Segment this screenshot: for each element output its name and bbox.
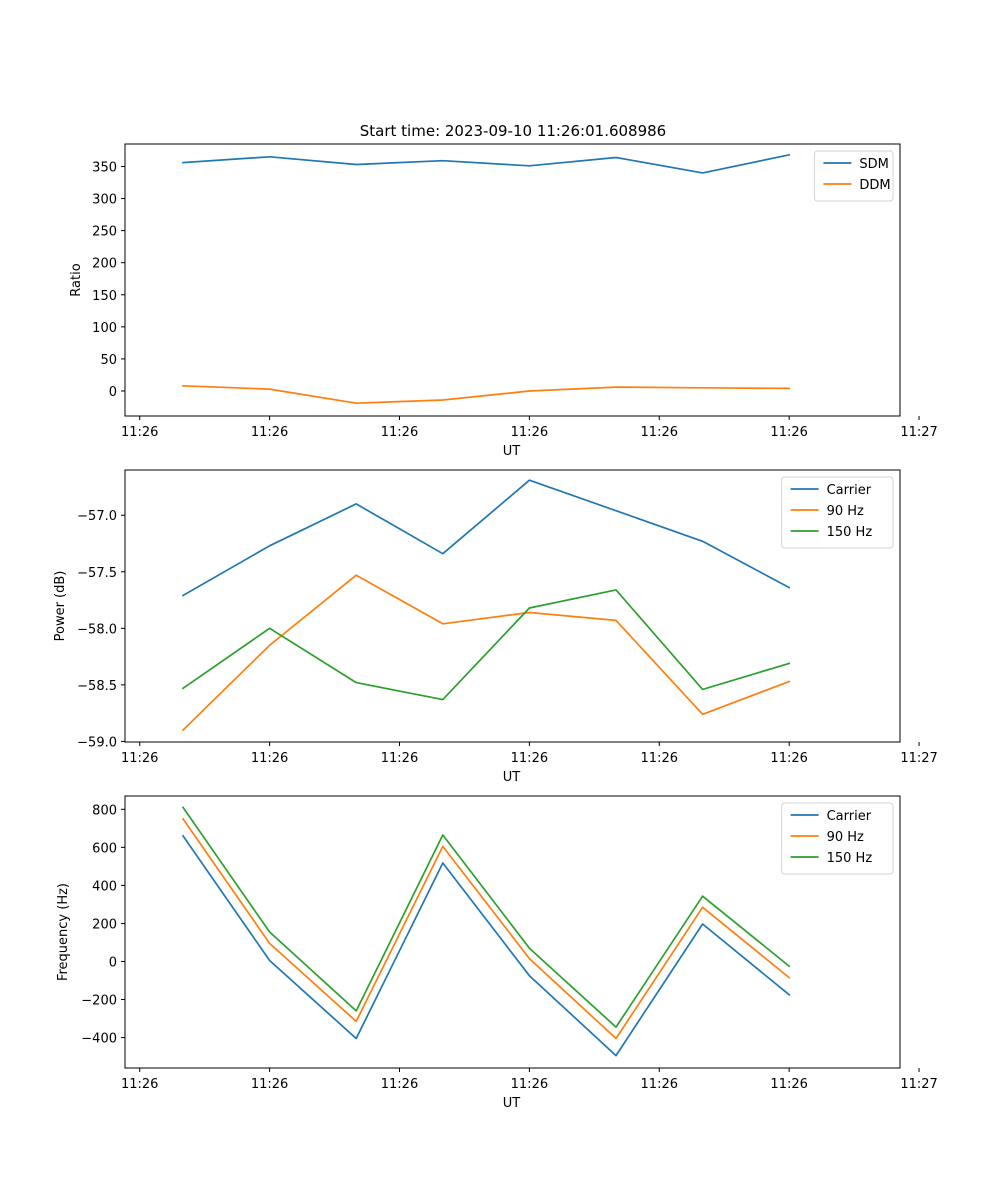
- legend: Carrier 90 Hz 150 Hz: [781, 802, 894, 875]
- ratio-panel: 11:26 11:26 11:26 11:26 11:26 11:26 11:27 0 50 10…: [69, 143, 938, 459]
- power-panel: 11:26 11:26 11:26 11:26 11:26 11:26 11:27 −59.0…: [53, 469, 938, 785]
- y-tick-label: −200: [81, 994, 117, 1009]
- x-tick-label: 11:27: [900, 751, 937, 766]
- legend-label-sdm: SDM: [859, 157, 888, 172]
- x-tick-label: 11:26: [641, 1077, 678, 1092]
- y-tick-label: 300: [92, 193, 117, 208]
- x-tick-label: 11:26: [770, 1077, 807, 1092]
- x-tick-label: 11:26: [121, 1077, 158, 1092]
- x-tick-label: 11:26: [251, 425, 288, 440]
- axes-frame: [124, 795, 901, 1069]
- series-line-sdm: [182, 153, 791, 174]
- x-tick-label: 11:26: [251, 751, 288, 766]
- x-tick-label: 11:26: [121, 425, 158, 440]
- axes-frame: [124, 143, 901, 417]
- x-tick-label: 11:26: [381, 1077, 418, 1092]
- x-tick-label: 11:26: [770, 751, 807, 766]
- series-line-carrier: [181, 834, 791, 1057]
- x-tick-label: 11:27: [900, 1077, 937, 1092]
- x-tick-label: 11:26: [770, 425, 807, 440]
- series-line-90-hz: [181, 817, 791, 1040]
- x-tick-label: 11:26: [381, 425, 418, 440]
- y-tick-label: 50: [100, 353, 117, 368]
- frequency-panel: 11:26 11:26 11:26 11:26 11:26 11:26 11:27 −400 −…: [56, 795, 938, 1111]
- legend-label-ddm: DDM: [859, 178, 890, 193]
- x-axis-label: UT: [503, 1096, 521, 1111]
- x-tick-label: 11:26: [251, 1077, 288, 1092]
- y-tick-label: 800: [92, 803, 117, 818]
- x-tick-label: 11:26: [121, 751, 158, 766]
- y-tick-label: 200: [92, 257, 117, 272]
- x-tick-label: 11:26: [511, 1077, 548, 1092]
- chart-title: Start time: 2023-09-10 11:26:01.608986: [360, 122, 666, 140]
- x-axis-label: UT: [503, 770, 521, 785]
- y-tick-label: 0: [109, 955, 117, 970]
- y-tick-label: −58.0: [77, 622, 117, 637]
- series-line-150-hz: [181, 806, 791, 1028]
- x-tick-label: 11:26: [381, 751, 418, 766]
- y-tick-label: 350: [92, 160, 117, 175]
- series-line-ddm: [182, 384, 791, 405]
- series-line-150-hz: [181, 589, 791, 701]
- y-axis-label: Ratio: [69, 263, 84, 296]
- y-tick-label: 400: [92, 879, 117, 894]
- x-tick-label: 11:26: [641, 751, 678, 766]
- x-tick-label: 11:27: [900, 425, 937, 440]
- y-tick-label: 0: [109, 385, 117, 400]
- y-tick-label: 250: [92, 225, 117, 240]
- legend-label-90-hz: 90 Hz: [827, 504, 864, 519]
- legend-label-150-hz: 150 Hz: [827, 525, 873, 540]
- series-line-carrier: [181, 479, 791, 597]
- y-tick-label: −57.0: [77, 509, 117, 524]
- y-axis-label: Power (dB): [53, 571, 68, 642]
- legend-label-90-hz: 90 Hz: [827, 830, 864, 845]
- y-tick-label: −59.0: [77, 735, 117, 750]
- x-tick-label: 11:26: [511, 751, 548, 766]
- x-tick-label: 11:26: [641, 425, 678, 440]
- legend-label-150-hz: 150 Hz: [827, 851, 873, 866]
- legend: SDM DDM: [813, 150, 894, 202]
- y-axis-label: Frequency (Hz): [56, 883, 71, 981]
- y-tick-label: 100: [92, 321, 117, 336]
- legend-label-carrier: Carrier: [827, 483, 872, 498]
- legend: Carrier 90 Hz 150 Hz: [781, 476, 894, 549]
- y-tick-label: 600: [92, 841, 117, 856]
- x-tick-label: 11:26: [511, 425, 548, 440]
- axes-frame: [124, 469, 901, 743]
- y-tick-label: −58.5: [77, 679, 117, 694]
- y-tick-label: 200: [92, 917, 117, 932]
- x-axis-label: UT: [503, 444, 521, 459]
- y-tick-label: −57.5: [77, 566, 117, 581]
- series-line-90-hz: [181, 574, 791, 732]
- y-tick-label: 150: [92, 289, 117, 304]
- y-tick-label: −400: [81, 1032, 117, 1047]
- legend-label-carrier: Carrier: [827, 809, 872, 824]
